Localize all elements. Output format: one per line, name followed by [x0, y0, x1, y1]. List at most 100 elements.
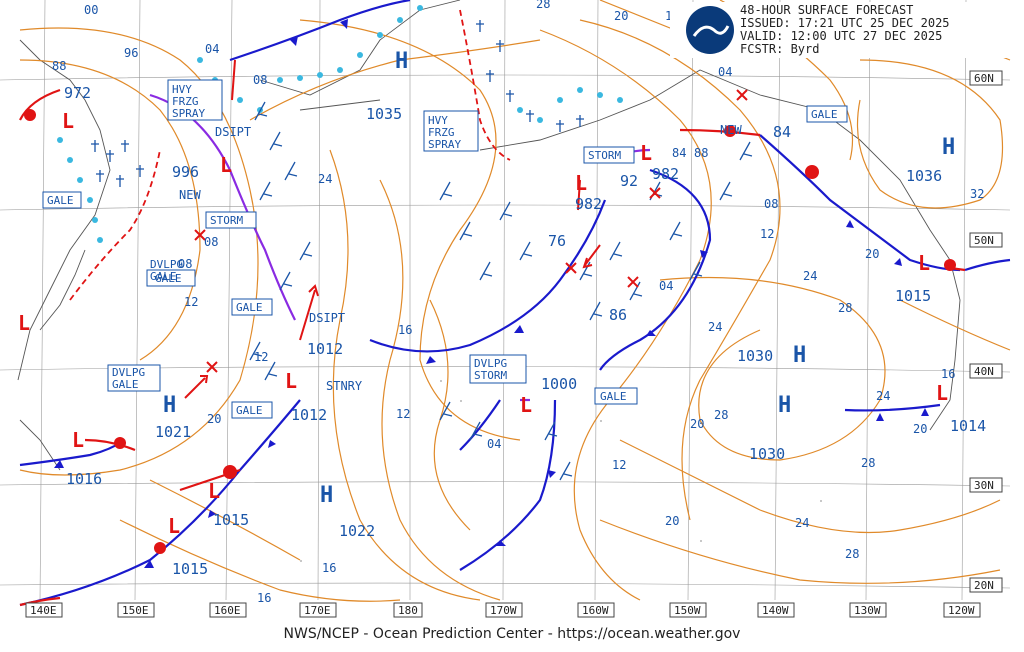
isobar-label: 12 [612, 458, 626, 472]
pressure-value: 1012 [291, 406, 327, 424]
latitude-label: 60N [974, 72, 994, 85]
isobar-label: 16 [322, 561, 336, 575]
warning-box [231, 401, 273, 419]
isobar-label: 20 [865, 247, 879, 261]
value-label: 08 [204, 235, 218, 249]
valid-time: VALID: 12:00 UTC 27 DEC 2025 [740, 29, 942, 43]
pressure-value: 1015 [895, 287, 931, 305]
ocean-dot-texture [300, 380, 822, 562]
new-note: NEW [720, 123, 742, 137]
stationary-note: STNRY [326, 379, 363, 393]
latitude-label: 20N [974, 579, 994, 592]
x-markers [194, 89, 748, 373]
isobar-label: 16 [398, 323, 412, 337]
warning-label: STORM [210, 214, 243, 227]
pressure-value: 982 [652, 165, 679, 183]
value-label: 28 [536, 0, 550, 11]
longitude-label: 150E [122, 604, 149, 617]
low-markers: L L L L L L L L L L L L [18, 109, 948, 538]
warning-box [167, 79, 223, 121]
isobar-label: 08 [178, 257, 192, 271]
warning-box [583, 146, 635, 164]
isobar-label: 24 [795, 516, 809, 530]
warning-label: GALE [600, 390, 627, 403]
warning-label: DVLPG GALE [150, 258, 183, 283]
pressure-value: 1021 [155, 423, 191, 441]
pressure-value: 1022 [339, 522, 375, 540]
isobar-label: 24 [876, 389, 890, 403]
svg-text:L: L [62, 109, 74, 133]
latitude-label: 30N [974, 479, 994, 492]
longitude-label: 180 [398, 604, 418, 617]
pressure-value: 1015 [213, 511, 249, 529]
svg-text:L: L [18, 311, 30, 335]
value-label: 00 [84, 3, 98, 17]
value-label: 08 [253, 73, 267, 87]
new-note: NEW [179, 188, 201, 202]
isobar-label: 28 [861, 456, 875, 470]
longitude-label: 170W [490, 604, 517, 617]
warning-box [146, 269, 196, 287]
longitude-label: 140E [30, 604, 57, 617]
latitude-label: 40N [974, 365, 994, 378]
warning-box [806, 105, 848, 123]
value-label: 04 [659, 279, 673, 293]
forecast-map: L L L L L L L L L L L L [0, 0, 1011, 607]
issued-time: ISSUED: 17:21 UTC 25 DEC 2025 [740, 16, 950, 30]
isobar-label: 20 [690, 417, 704, 431]
warning-box [205, 211, 257, 229]
pressure-value: 1030 [737, 347, 773, 365]
warning-box [231, 298, 273, 316]
isobar-label: 24 [708, 320, 722, 334]
value-label: 84 [773, 123, 791, 141]
longitude-label: 130W [854, 604, 881, 617]
warning-box [594, 387, 638, 405]
pressure-value: 972 [64, 84, 91, 102]
svg-text:L: L [285, 369, 297, 393]
pressure-value: 1012 [307, 340, 343, 358]
high-marker: H [395, 49, 408, 74]
pressure-value: 1015 [172, 560, 208, 578]
isobar-label: 16 [941, 367, 955, 381]
header-block: 48-HOUR SURFACE FORECAST ISSUED: 17:21 U… [670, 2, 1010, 58]
pressure-value: 1000 [541, 375, 577, 393]
footer-credit: NWS/NCEP - Ocean Prediction Center - htt… [283, 626, 741, 642]
warning-label: GALE [811, 108, 838, 121]
cold-front-triangles [54, 19, 929, 568]
isobar-label: 20 [665, 514, 679, 528]
value-label: 24 [318, 172, 332, 186]
value-label: 12 [184, 295, 198, 309]
dissipate-note: DSIPT [215, 125, 251, 139]
pressure-value: 1036 [906, 167, 942, 185]
value-label: 84 [672, 146, 686, 160]
forecaster: FCSTR: Byrd [740, 42, 819, 56]
warning-label: HVY FRZG SPRAY [428, 114, 461, 151]
warning-label: DVLPG GALE [112, 366, 145, 391]
coastlines [17, 0, 961, 471]
high-marker: H [793, 343, 806, 368]
isobar-label: 04 [487, 437, 501, 451]
pressure-value: 996 [172, 163, 199, 181]
dissipate-note: DSIPT [309, 311, 345, 325]
noaa-logo [686, 6, 734, 54]
warning-box [107, 364, 161, 392]
svg-text:L: L [918, 251, 930, 275]
high-marker: H [163, 393, 176, 418]
value-label: 86 [609, 306, 627, 324]
warning-label: DVLPG STORM [474, 357, 507, 382]
warning-label: GALE [236, 404, 263, 417]
wind-barbs [249, 101, 753, 481]
latitude-label: 50N [974, 234, 994, 247]
longitude-label: 140W [762, 604, 789, 617]
high-marker: H [778, 393, 791, 418]
overlay-labels: H H H H H H 1035 1036 1030 1030 1021 102… [25, 0, 1010, 618]
svg-text:L: L [72, 428, 84, 452]
longitude-label: 120W [948, 604, 975, 617]
longitude-label: 170E [304, 604, 331, 617]
warning-label: GALE [155, 272, 182, 285]
svg-text:L: L [640, 141, 652, 165]
isobar-label: 20 [913, 422, 927, 436]
chart-title: 48-HOUR SURFACE FORECAST [740, 3, 913, 17]
pressure-value: 1030 [749, 445, 785, 463]
isobar-label: 12 [254, 350, 268, 364]
